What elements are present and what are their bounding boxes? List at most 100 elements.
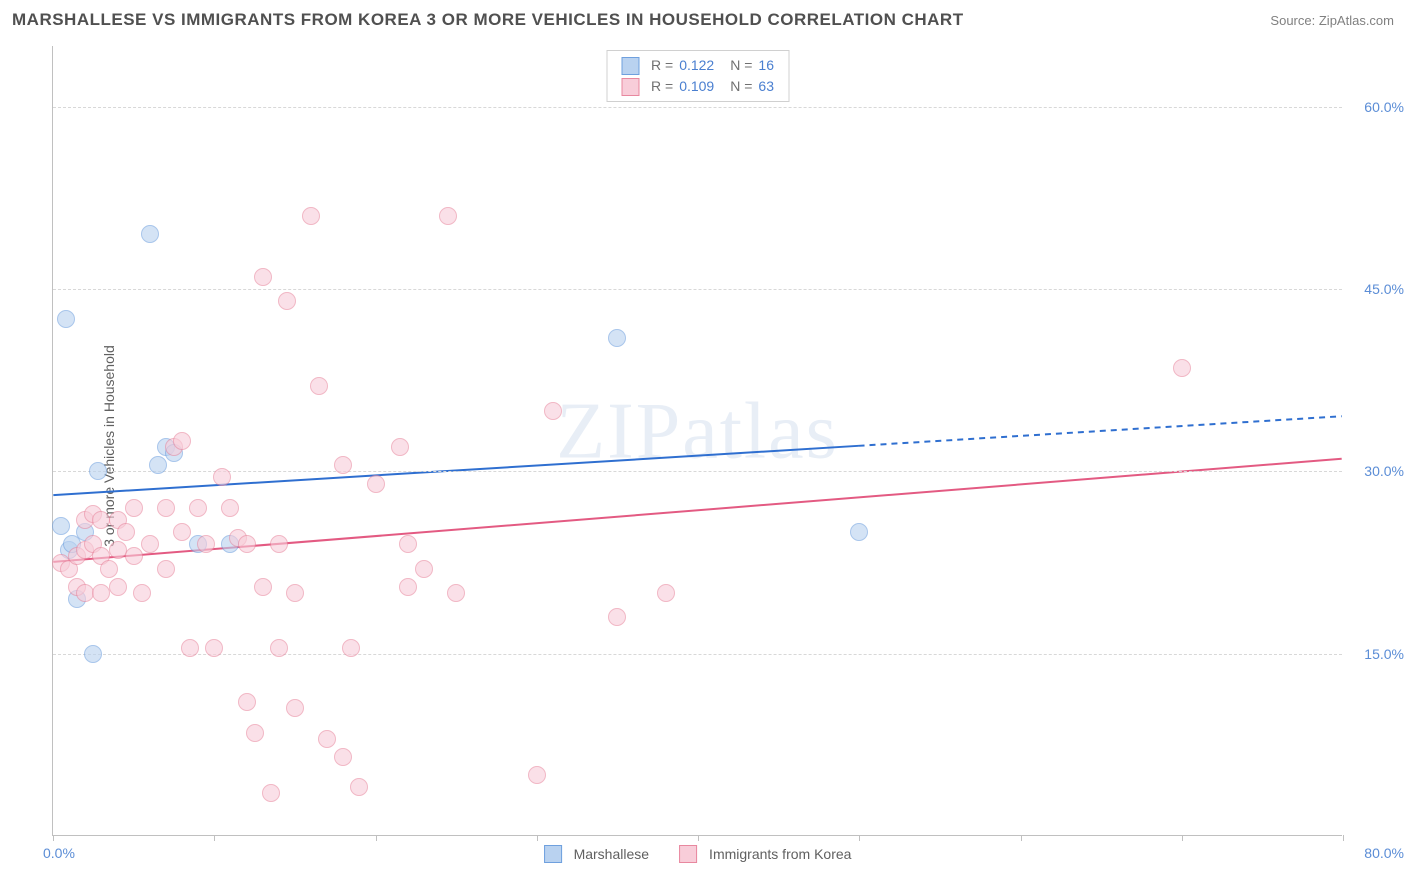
scatter-point: [367, 475, 385, 493]
scatter-point: [439, 207, 457, 225]
scatter-point: [125, 547, 143, 565]
scatter-point: [89, 462, 107, 480]
legend-label-2: Immigrants from Korea: [709, 846, 851, 862]
y-tick-label: 15.0%: [1364, 646, 1404, 662]
correlation-stats-box: R = 0.122 N = 16 R = 0.109 N = 63: [606, 50, 789, 102]
scatter-point: [399, 535, 417, 553]
scatter-point: [84, 645, 102, 663]
y-tick-label: 30.0%: [1364, 463, 1404, 479]
swatch-series-2: [621, 78, 639, 96]
legend-item-1: Marshallese: [544, 845, 649, 863]
series-legend: Marshallese Immigrants from Korea: [544, 845, 852, 863]
scatter-point: [850, 523, 868, 541]
gridline: [53, 471, 1342, 472]
x-tick: [859, 835, 860, 841]
scatter-point: [57, 310, 75, 328]
scatter-point: [238, 535, 256, 553]
y-tick-label: 45.0%: [1364, 281, 1404, 297]
trend-lines-layer: [53, 46, 1342, 835]
scatter-point: [657, 584, 675, 602]
scatter-point: [302, 207, 320, 225]
x-tick: [376, 835, 377, 841]
x-tick: [537, 835, 538, 841]
source-attribution: Source: ZipAtlas.com: [1270, 13, 1394, 28]
scatter-plot-area: ZIPatlas R = 0.122 N = 16 R = 0.109 N = …: [52, 46, 1342, 836]
scatter-point: [310, 377, 328, 395]
scatter-point: [117, 523, 135, 541]
n-value-2: 63: [758, 76, 774, 97]
scatter-point: [350, 778, 368, 796]
scatter-point: [608, 608, 626, 626]
legend-swatch-2: [679, 845, 697, 863]
chart-title: MARSHALLESE VS IMMIGRANTS FROM KOREA 3 O…: [12, 10, 964, 30]
scatter-point: [238, 693, 256, 711]
scatter-point: [52, 517, 70, 535]
scatter-point: [608, 329, 626, 347]
gridline: [53, 289, 1342, 290]
watermark: ZIPatlas: [556, 386, 839, 477]
legend-swatch-1: [544, 845, 562, 863]
x-tick: [53, 835, 54, 841]
scatter-point: [415, 560, 433, 578]
r-label: R =: [651, 55, 673, 76]
x-tick: [698, 835, 699, 841]
scatter-point: [399, 578, 417, 596]
scatter-point: [447, 584, 465, 602]
x-axis-max-label: 80.0%: [1364, 845, 1404, 861]
legend-item-2: Immigrants from Korea: [679, 845, 851, 863]
scatter-point: [342, 639, 360, 657]
n-label: N =: [730, 76, 752, 97]
gridline: [53, 654, 1342, 655]
scatter-point: [334, 748, 352, 766]
scatter-point: [286, 584, 304, 602]
scatter-point: [544, 402, 562, 420]
scatter-point: [391, 438, 409, 456]
scatter-point: [205, 639, 223, 657]
x-tick: [1182, 835, 1183, 841]
scatter-point: [189, 499, 207, 517]
scatter-point: [149, 456, 167, 474]
r-value-2: 0.109: [679, 76, 714, 97]
stats-row-series-2: R = 0.109 N = 63: [621, 76, 774, 97]
r-value-1: 0.122: [679, 55, 714, 76]
scatter-point: [334, 456, 352, 474]
scatter-point: [221, 499, 239, 517]
scatter-point: [270, 535, 288, 553]
scatter-point: [262, 784, 280, 802]
scatter-point: [141, 535, 159, 553]
x-axis-origin-label: 0.0%: [43, 845, 75, 861]
stats-row-series-1: R = 0.122 N = 16: [621, 55, 774, 76]
n-value-1: 16: [758, 55, 774, 76]
legend-label-1: Marshallese: [574, 846, 649, 862]
scatter-point: [181, 639, 199, 657]
x-tick: [214, 835, 215, 841]
scatter-point: [278, 292, 296, 310]
n-label: N =: [730, 55, 752, 76]
scatter-point: [173, 523, 191, 541]
scatter-point: [528, 766, 546, 784]
source-label: Source:: [1270, 13, 1315, 28]
y-tick-label: 60.0%: [1364, 99, 1404, 115]
scatter-point: [318, 730, 336, 748]
r-label: R =: [651, 76, 673, 97]
scatter-point: [125, 499, 143, 517]
scatter-point: [286, 699, 304, 717]
scatter-point: [254, 578, 272, 596]
scatter-point: [157, 499, 175, 517]
x-tick: [1021, 835, 1022, 841]
scatter-point: [173, 432, 191, 450]
source-value: ZipAtlas.com: [1319, 13, 1394, 28]
scatter-point: [270, 639, 288, 657]
scatter-point: [133, 584, 151, 602]
scatter-point: [213, 468, 231, 486]
gridline: [53, 107, 1342, 108]
scatter-point: [246, 724, 264, 742]
x-tick: [1343, 835, 1344, 841]
scatter-point: [141, 225, 159, 243]
scatter-point: [109, 578, 127, 596]
swatch-series-1: [621, 57, 639, 75]
scatter-point: [157, 560, 175, 578]
scatter-point: [1173, 359, 1191, 377]
scatter-point: [197, 535, 215, 553]
scatter-point: [254, 268, 272, 286]
